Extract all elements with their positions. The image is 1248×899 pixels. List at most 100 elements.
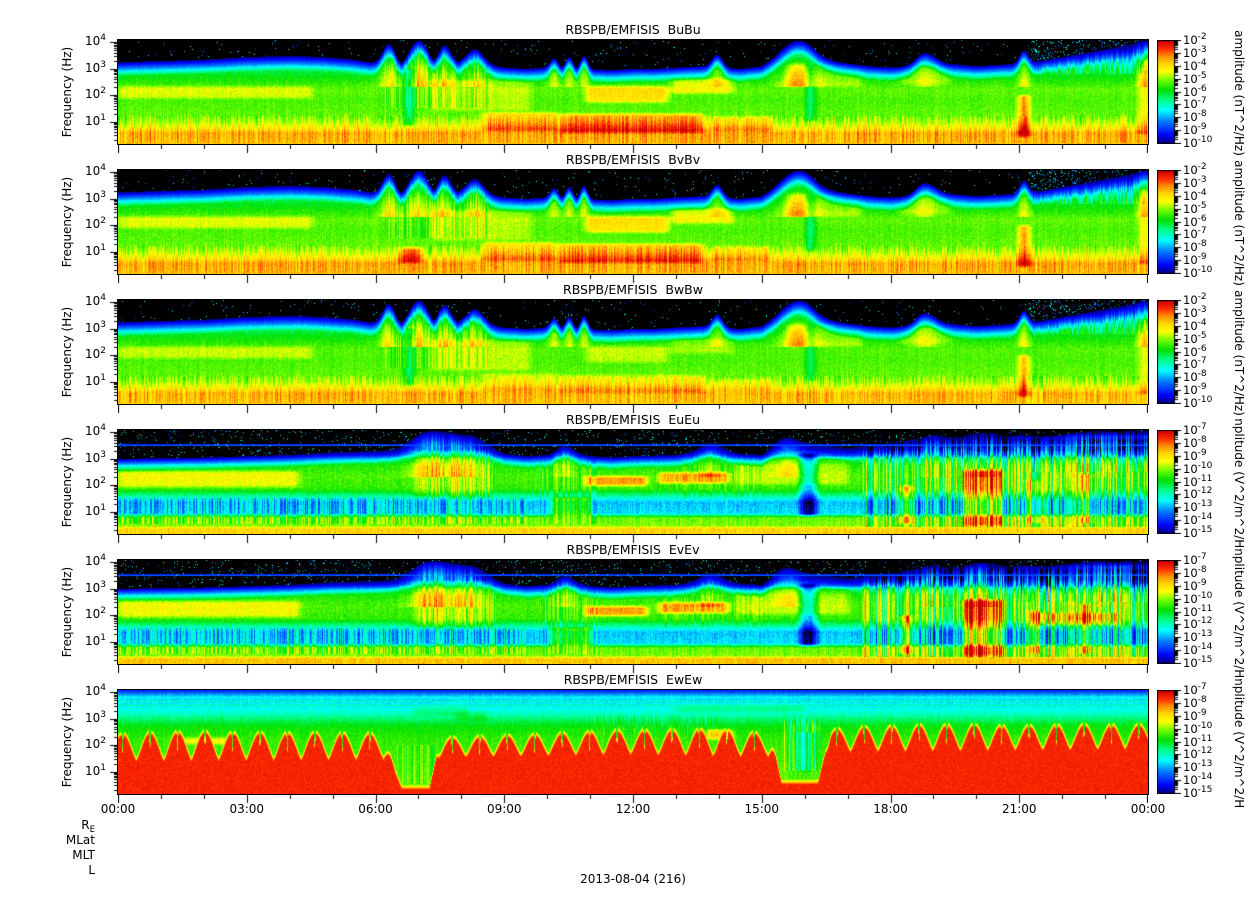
colorbar-label: amplitude (nT^2/Hz) <box>1232 30 1246 156</box>
y-tick-label: 101 <box>84 762 106 778</box>
colorbar-tick-label: 10-7 <box>1183 552 1207 567</box>
colorbar-label: amplitude (nT^2/Hz) <box>1232 290 1246 416</box>
footer-label-mlt: MLT <box>72 848 95 862</box>
colorbar-label-wrap: amplitude (nT^2/Hz) <box>1230 29 1248 157</box>
y-tick-label: 103 <box>84 579 106 595</box>
y-tick-label: 102 <box>84 606 106 622</box>
x-tick-label: 09:00 <box>486 802 522 816</box>
colorbar <box>1157 170 1182 274</box>
colorbar-tick-label: 10-4 <box>1183 57 1207 73</box>
colorbar-tick-label: 10-12 <box>1183 746 1213 762</box>
colorbar-label-wrap: amplitude (V^2/m^2/Hz) <box>1230 679 1248 807</box>
colorbar-tick-label: 10-7 <box>1183 96 1207 112</box>
y-axis-ticks <box>105 430 117 534</box>
spectrogram-image <box>118 170 1148 274</box>
y-tick-label: 103 <box>84 189 106 205</box>
panel-title: RBSPB/EMFISIS EvEv <box>566 542 700 557</box>
colorbar <box>1157 40 1182 144</box>
colorbar-tick-label: 10-14 <box>1183 772 1213 788</box>
colorbar-tick-label: 10-2 <box>1183 162 1207 177</box>
colorbar-tick-label: 10-8 <box>1183 239 1207 255</box>
y-tick-label: 102 <box>84 346 106 362</box>
colorbar-tick-label: 10-9 <box>1183 707 1207 723</box>
colorbar-label-wrap: amplitude (nT^2/Hz) <box>1230 159 1248 287</box>
colorbar-tick-label: 10-10 <box>1183 265 1213 280</box>
colorbar-tick-label: 10-8 <box>1183 434 1207 450</box>
colorbar-tick-label: 10-6 <box>1183 83 1207 99</box>
y-tick-label: 102 <box>84 86 106 102</box>
colorbar <box>1157 300 1182 404</box>
y-axis-ticks <box>105 300 117 404</box>
colorbar-tick-label: 10-6 <box>1183 213 1207 229</box>
colorbar-label: amplitude (V^2/m^2/Hz) <box>1232 549 1246 677</box>
y-tick-label: 102 <box>84 736 106 752</box>
y-tick-label: 104 <box>84 423 106 439</box>
spectrogram-image <box>118 690 1148 794</box>
y-tick-label: 101 <box>84 242 106 258</box>
colorbar-tick-label: 10-14 <box>1183 642 1213 658</box>
footer-label-l: L <box>88 863 95 877</box>
colorbar-tick-label: 10-10 <box>1183 460 1213 476</box>
colorbar-tick-label: 10-11 <box>1183 733 1213 749</box>
y-tick-label: 101 <box>84 502 106 518</box>
colorbar <box>1157 690 1182 794</box>
colorbar-tick-label: 10-12 <box>1183 616 1213 632</box>
colorbar-tick-label: 10-9 <box>1183 122 1207 138</box>
y-tick-label: 101 <box>84 372 106 388</box>
colorbar-tick-label: 10-4 <box>1183 317 1207 333</box>
colorbar-tick-label: 10-8 <box>1183 694 1207 710</box>
colorbar-tick-label: 10-8 <box>1183 369 1207 385</box>
y-tick-label: 103 <box>84 449 106 465</box>
colorbar-label-wrap: amplitude (nT^2/Hz) <box>1230 289 1248 417</box>
spectrogram-plot <box>117 559 1149 665</box>
colorbar-label-wrap: amplitude (V^2/m^2/Hz) <box>1230 419 1248 547</box>
spectrogram-image <box>118 300 1148 404</box>
panel-title: RBSPB/EMFISIS BwBw <box>563 282 703 297</box>
x-axis-ticks <box>118 665 1148 674</box>
spectrogram-image <box>118 430 1148 534</box>
x-tick-label: 00:00 <box>1130 802 1166 816</box>
colorbar-tick-label: 10-11 <box>1183 603 1213 619</box>
y-tick-label: 104 <box>84 553 106 569</box>
y-tick-label: 104 <box>84 293 106 309</box>
colorbar-tick-label: 10-5 <box>1183 330 1207 346</box>
colorbar-tick-label: 10-9 <box>1183 382 1207 398</box>
spectrogram-plot <box>117 39 1149 145</box>
colorbar-tick-label: 10-3 <box>1183 174 1207 190</box>
colorbar <box>1157 430 1182 534</box>
spectrogram-plot <box>117 689 1149 795</box>
x-tick-label: 03:00 <box>229 802 265 816</box>
y-tick-label: 102 <box>84 476 106 492</box>
colorbar-tick-label: 10-6 <box>1183 343 1207 359</box>
colorbar-tick-label: 10-2 <box>1183 32 1207 47</box>
y-tick-label: 103 <box>84 59 106 75</box>
colorbar-tick-label: 10-9 <box>1183 252 1207 268</box>
x-tick-label: 15:00 <box>744 802 780 816</box>
x-axis-ticks <box>118 145 1148 154</box>
footer-label-r: RE <box>81 818 95 835</box>
colorbar-tick-label: 10-12 <box>1183 486 1213 502</box>
y-axis-ticks <box>105 40 117 144</box>
x-tick-label: 00:00 <box>100 802 136 816</box>
colorbar-tick-label: 10-7 <box>1183 682 1207 697</box>
panel-title: RBSPB/EMFISIS EwEw <box>563 672 703 687</box>
colorbar <box>1157 560 1182 664</box>
colorbar-tick-label: 10-14 <box>1183 512 1213 528</box>
spectrogram-plot <box>117 169 1149 275</box>
y-axis-ticks <box>105 560 117 664</box>
y-tick-label: 104 <box>84 33 106 49</box>
y-tick-label: 101 <box>84 112 106 128</box>
colorbar-tick-label: 10-7 <box>1183 226 1207 242</box>
y-tick-label: 101 <box>84 632 106 648</box>
x-axis-ticks <box>118 795 1148 804</box>
colorbar-tick-label: 10-13 <box>1183 759 1213 775</box>
colorbar-tick-label: 10-5 <box>1183 200 1207 216</box>
colorbar-tick-label: 10-3 <box>1183 44 1207 60</box>
y-tick-label: 104 <box>84 163 106 179</box>
y-tick-label: 102 <box>84 216 106 232</box>
spectrogram-image <box>118 40 1148 144</box>
spectrogram-plot <box>117 299 1149 405</box>
colorbar-tick-label: 10-10 <box>1183 590 1213 606</box>
x-tick-label: 12:00 <box>615 802 651 816</box>
